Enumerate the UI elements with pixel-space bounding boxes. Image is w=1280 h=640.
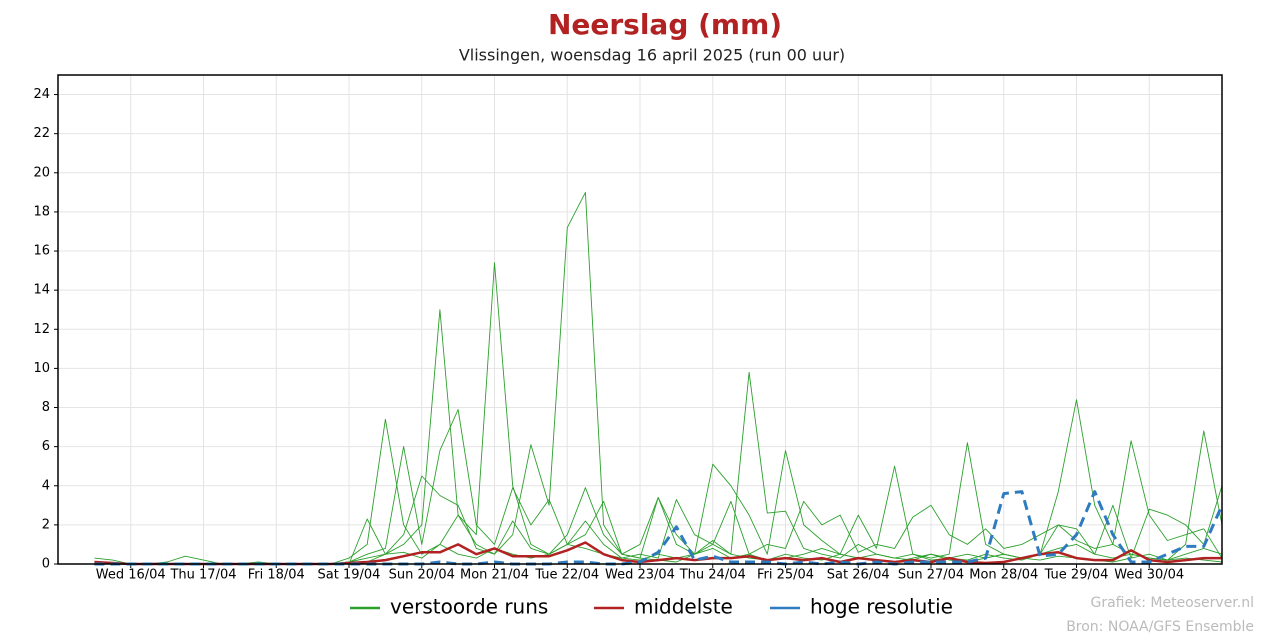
- credit: Grafiek: Meteoserver.nl: [1091, 595, 1255, 611]
- y-tick-label: 4: [42, 478, 50, 493]
- x-tick-label: Sun 27/04: [898, 568, 964, 583]
- x-tick-label: Fri 25/04: [757, 568, 814, 583]
- y-tick-label: 0: [42, 557, 50, 572]
- data-line: [94, 490, 1224, 566]
- x-tick-label: Tue 29/04: [1044, 568, 1109, 583]
- x-tick-label: Tue 22/04: [534, 568, 599, 583]
- legend-label: middelste: [634, 595, 733, 619]
- chart-title: Neerslag (mm): [548, 8, 782, 41]
- y-tick-label: 12: [33, 322, 50, 337]
- x-tick-label: Thu 24/04: [679, 568, 746, 583]
- x-tick-label: Sat 26/04: [827, 568, 890, 583]
- data-line: [94, 440, 1223, 565]
- x-tick-label: Mon 21/04: [460, 568, 529, 583]
- y-tick-label: 16: [33, 244, 50, 259]
- y-tick-label: 8: [42, 400, 50, 415]
- data-line: [94, 262, 1223, 565]
- y-tick-label: 14: [33, 283, 50, 298]
- x-tick-label: Sat 19/04: [318, 568, 381, 583]
- y-tick-label: 18: [33, 204, 50, 219]
- y-tick-label: 20: [33, 165, 50, 180]
- y-tick-label: 6: [42, 439, 50, 454]
- x-tick-label: Wed 30/04: [1114, 568, 1184, 583]
- x-tick-label: Mon 28/04: [969, 568, 1038, 583]
- x-tick-label: Wed 16/04: [96, 568, 166, 583]
- chart-subtitle: Vlissingen, woensdag 16 april 2025 (run …: [459, 46, 845, 65]
- y-tick-label: 10: [33, 361, 50, 376]
- x-tick-label: Wed 23/04: [605, 568, 675, 583]
- y-tick-label: 24: [33, 87, 50, 102]
- data-line: [94, 409, 1223, 565]
- plot-frame: [57, 74, 1223, 565]
- legend-label: verstoorde runs: [390, 595, 548, 619]
- x-tick-label: Fri 18/04: [248, 568, 305, 583]
- y-tick-label: 2: [42, 517, 50, 532]
- y-tick-label: 22: [33, 126, 50, 141]
- x-tick-label: Sun 20/04: [389, 568, 455, 583]
- data-line: [94, 191, 1223, 565]
- legend-label: hoge resolutie: [810, 595, 953, 619]
- x-tick-label: Thu 17/04: [169, 568, 236, 583]
- credit: Bron: NOAA/GFS Ensemble: [1066, 619, 1254, 635]
